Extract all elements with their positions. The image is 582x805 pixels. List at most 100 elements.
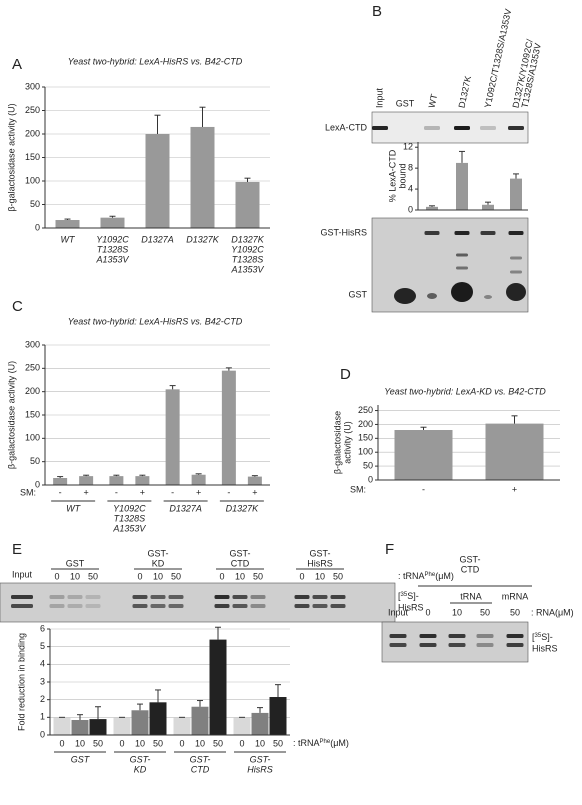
bar (149, 702, 167, 735)
group-label: D1327A (169, 503, 202, 513)
gel-band (232, 604, 248, 608)
band-label: [35S]- (398, 591, 419, 601)
lane-label: 50 (333, 571, 343, 581)
gel-band (67, 595, 83, 599)
bar (191, 474, 206, 485)
group-label: A1353V (112, 523, 146, 533)
x-tick-label: T1328S (97, 244, 129, 254)
gel-band (454, 231, 470, 235)
group-label: KD (152, 558, 165, 568)
bar (426, 206, 438, 210)
x-tick-label: Y1092C (231, 244, 264, 254)
y-tick-label: 250 (25, 363, 40, 373)
gel-band (480, 231, 496, 235)
group-label: CTD (231, 558, 250, 568)
lane-label: GST (396, 98, 415, 108)
y-axis-label: β-galactosidase activity (U) (6, 361, 16, 469)
gel-band (448, 634, 466, 638)
y-tick-label: 8 (408, 163, 413, 173)
bar (394, 430, 453, 480)
gel-band (49, 595, 65, 599)
bar (191, 706, 209, 735)
y-axis-label: β-galactosidase activity (U) (6, 103, 16, 211)
gel-band (394, 288, 416, 304)
bar (53, 478, 68, 485)
y-tick-label: 3 (40, 676, 45, 686)
panel-label: E (12, 541, 22, 558)
y-tick-label: 1 (40, 712, 45, 722)
gel-band (168, 604, 184, 608)
x-tick-label: D1327A (141, 234, 174, 244)
gel-band (419, 634, 437, 638)
lane-label: 0 (425, 607, 430, 617)
y-axis-label: % LexA-CTD (387, 149, 397, 202)
gel-band (448, 643, 466, 647)
gel (371, 111, 529, 144)
gel-band (389, 643, 407, 647)
x-tick-label: 50 (93, 738, 103, 748)
y-tick-label: 300 (25, 81, 40, 91)
gel-band (456, 253, 468, 257)
group-label: GST- (309, 548, 330, 558)
group-label: CTD (191, 764, 210, 774)
gel (381, 621, 529, 663)
gel-band (372, 126, 388, 130)
gel-band (506, 283, 526, 301)
gel-band (67, 604, 83, 608)
bar (113, 717, 131, 735)
gel-band (85, 595, 101, 599)
y-tick-label: 0 (408, 204, 413, 214)
bar (485, 423, 544, 480)
gel-band (484, 295, 492, 299)
gel-band (389, 634, 407, 638)
unit-label: : RNA(μM) (531, 607, 574, 617)
x-suffix-part: Phe (320, 739, 331, 745)
x-tick-label: 0 (179, 738, 184, 748)
gel-band (419, 643, 437, 647)
gel-band (424, 231, 440, 235)
band-label-part: [ (532, 632, 535, 642)
y-tick-label: 4 (40, 659, 45, 669)
y-tick-label: 200 (25, 386, 40, 396)
x-tick-label: 50 (213, 738, 223, 748)
x-tick-label: 50 (153, 738, 163, 748)
x-suffix-part: (μM) (435, 571, 454, 581)
lane-label: 0 (219, 571, 224, 581)
group-label: GST- (459, 554, 480, 564)
y-tick-label: 0 (35, 222, 40, 232)
chart-title: Yeast two-hybrid: LexA-KD vs. B42-CTD (384, 386, 546, 396)
band-label: HisRS (532, 643, 558, 653)
gel (0, 582, 396, 623)
y-tick-label: 150 (25, 152, 40, 162)
y-tick-label: 0 (35, 479, 40, 489)
y-tick-label: 5 (40, 641, 45, 651)
lane-label: 10 (153, 571, 163, 581)
gel-band (454, 126, 470, 130)
chart-title: Yeast two-hybrid: LexA-HisRS vs. B42-CTD (68, 56, 243, 66)
bar (53, 717, 71, 735)
row-label: GST (348, 289, 367, 299)
band-label-part: 35 (535, 633, 542, 639)
group-label: GST (66, 558, 85, 568)
band-label: [35S]- (532, 632, 553, 642)
x-prefix: SM: (20, 487, 36, 497)
bar (131, 710, 149, 735)
lane-label: 50 (171, 571, 181, 581)
gel-band (168, 595, 184, 599)
gel-band (11, 604, 33, 608)
lane-label: 10 (452, 607, 462, 617)
y-tick-label: 4 (408, 183, 413, 193)
x-suffix: : tRNAPhe(μM) (398, 571, 454, 581)
bar (79, 476, 94, 485)
y-tick-label: 0 (40, 729, 45, 739)
x-tick-label: A1353V (230, 264, 264, 274)
y-axis-label: bound (397, 163, 407, 188)
x-tick-label: Y1092C (96, 234, 129, 244)
group-label: WT (66, 503, 81, 513)
x-tick-label: - (171, 487, 174, 497)
group-label: GST- (130, 754, 151, 764)
gel-band (132, 595, 148, 599)
lane-label: 0 (54, 571, 59, 581)
gel-band (250, 595, 266, 599)
gel-band (476, 643, 494, 647)
